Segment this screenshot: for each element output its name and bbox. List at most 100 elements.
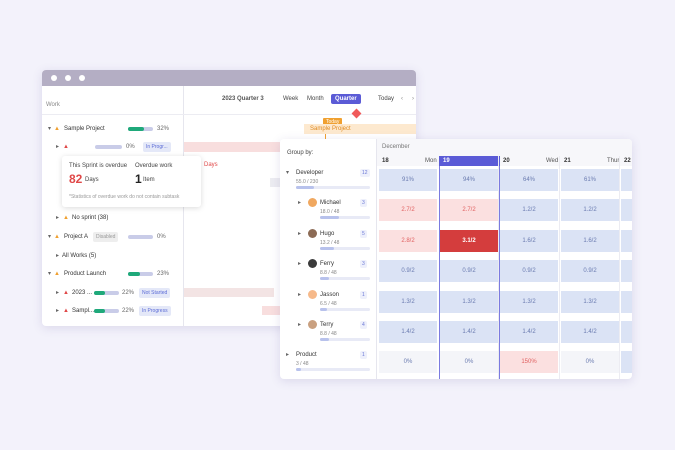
project-bar: [304, 124, 416, 134]
prev-arrow[interactable]: ‹: [401, 96, 403, 102]
expand-arrow: ▾: [286, 170, 290, 176]
count-badge: 4: [360, 321, 367, 329]
month-label: December: [382, 144, 410, 150]
count-badge: 3: [360, 260, 367, 269]
load-cell-partial: [621, 199, 632, 222]
status-tag: In Progress: [139, 306, 171, 316]
group-name: Hugo: [320, 230, 335, 237]
avatar: [308, 198, 317, 208]
expand-arrow: ▸: [56, 215, 60, 221]
column-line: [498, 156, 499, 379]
expand-arrow: ▸: [56, 290, 60, 296]
today-tag: Today: [323, 118, 343, 126]
row-percent: 22%: [122, 290, 135, 296]
load-cell: 0%: [440, 351, 498, 374]
row-name: Sampl...: [72, 308, 95, 314]
load-cell: 1.3/2: [379, 290, 437, 313]
progress-track: [128, 272, 153, 276]
count-badge: 3: [360, 199, 367, 208]
expand-arrow: ▾: [48, 234, 52, 240]
avatar: [308, 289, 317, 299]
avatar: [308, 259, 317, 269]
header-bg: [377, 139, 632, 166]
count-badge: 12: [360, 169, 370, 177]
load-cell: 0%: [379, 351, 437, 374]
expand-arrow: ▸: [56, 308, 60, 314]
progress-track: [128, 235, 153, 239]
hours-text: 3 / 48: [296, 361, 309, 368]
load-cell: 1.2/2: [500, 199, 558, 222]
row-percent: 0%: [126, 144, 135, 150]
today-column-line: [499, 166, 500, 379]
window-dot[interactable]: [79, 75, 85, 81]
hours-text: 8.8 / 48: [320, 331, 337, 337]
left-col-border: [376, 139, 377, 379]
hours-track: [296, 186, 370, 189]
view-quarter[interactable]: Quarter: [331, 94, 361, 104]
popup-work-title: Overdue work: [135, 163, 173, 169]
hours-text: 8.8 / 48: [320, 270, 337, 277]
sprint-bar: [184, 142, 280, 152]
expand-arrow: ▸: [298, 230, 302, 237]
row-icon: ▲: [63, 308, 69, 314]
group-by[interactable]: Group by:: [287, 150, 314, 156]
load-cell: 2.7/2: [440, 199, 498, 222]
load-cell: 1.6/2: [500, 229, 558, 252]
hours-track: [320, 216, 370, 220]
progress-track: [94, 291, 119, 295]
popup-items: 1: [135, 172, 142, 186]
group-name: Michael: [320, 200, 341, 207]
row-percent: 0%: [157, 234, 166, 240]
load-cell: 91%: [379, 169, 437, 191]
load-cell-partial: [621, 260, 632, 283]
popup-days: 82: [69, 172, 83, 186]
row-icon: ▲: [63, 144, 69, 150]
load-cell-partial: [621, 229, 632, 252]
day-number: 22: [624, 158, 631, 164]
front-window: Group by: December 18 Mon 19 20 Wed 21 Thur 22 ▾…: [280, 139, 632, 379]
status-tag: In Progr...: [143, 142, 171, 152]
popup-note: *Statistics of overdue work do not conta…: [69, 194, 180, 200]
load-cell: 3.1/2: [440, 229, 498, 252]
progress-fill: [94, 309, 105, 313]
overdue-popup: This Sprint is overdue 82 Days Overdue w…: [62, 156, 201, 207]
window-dot[interactable]: [65, 75, 71, 81]
load-cell: 1.3/2: [561, 290, 619, 313]
project-bar-label: Sample Project: [310, 126, 351, 132]
day-number: 20: [503, 158, 510, 164]
hours-track: [296, 368, 370, 372]
hours-fill: [320, 338, 330, 341]
load-cell: 94%: [440, 169, 498, 191]
expand-arrow: ▾: [48, 126, 52, 132]
today-button[interactable]: Today: [378, 96, 395, 102]
hours-fill: [320, 216, 339, 220]
window-dot[interactable]: [51, 75, 57, 81]
view-month[interactable]: Month: [307, 96, 324, 102]
row-icon: ▲: [54, 271, 60, 277]
day-number: 19: [443, 158, 450, 164]
expand-arrow: ▸: [56, 144, 60, 150]
overdue-days: Days: [204, 162, 218, 168]
row-icon: ▲: [54, 126, 60, 132]
period-label: 2023 Quarter 3: [222, 96, 264, 102]
day-number: 21: [564, 158, 571, 164]
progress-track: [95, 145, 122, 149]
hours-text: 6.5 / 48: [320, 300, 337, 307]
expand-arrow: ▾: [48, 271, 52, 277]
column-line: [559, 156, 560, 379]
count-badge: 1: [360, 290, 367, 299]
today-column-header: [439, 156, 500, 166]
status-tag: Disabled: [93, 232, 119, 242]
load-cell-partial: [621, 169, 632, 191]
row-name: Sample Project: [64, 126, 105, 132]
load-cell: 1.6/2: [561, 229, 619, 252]
load-cell: 0%: [561, 351, 619, 374]
view-week[interactable]: Week: [283, 96, 299, 102]
next-arrow[interactable]: ›: [412, 96, 414, 102]
work-header: Work: [46, 102, 60, 108]
hours-text: 55.0 / 230: [296, 179, 319, 185]
row-icon: ▲: [63, 290, 69, 296]
progress-fill: [128, 272, 140, 276]
hours-fill: [320, 307, 327, 311]
expand-arrow: ▸: [298, 291, 302, 298]
